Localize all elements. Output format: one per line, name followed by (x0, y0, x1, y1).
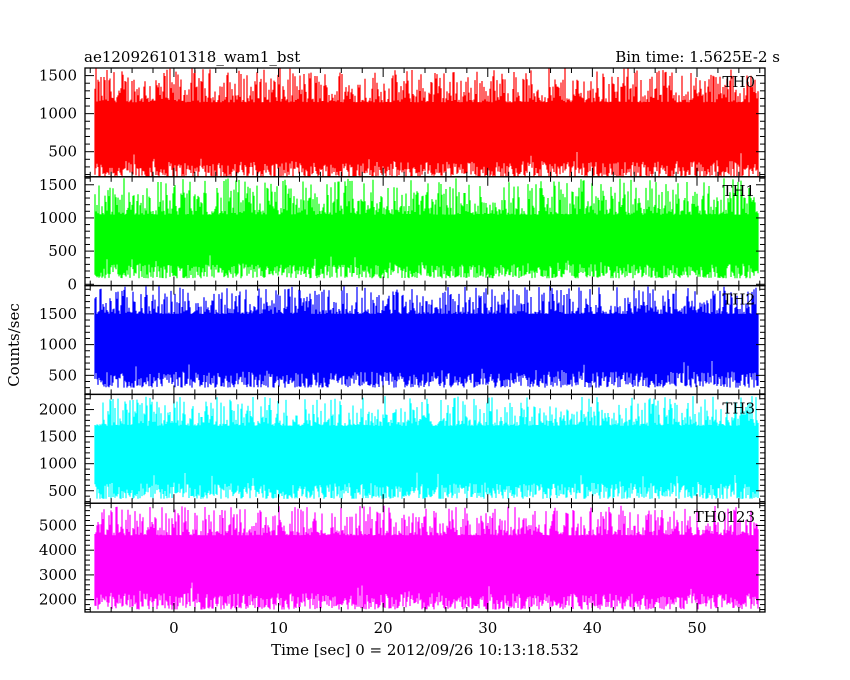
y-axis-label: Counts/sec (5, 303, 23, 387)
x-tick-label: 0 (169, 619, 179, 637)
y-tick-label: 500 (48, 242, 77, 260)
y-tick-label: 1000 (39, 105, 77, 123)
series-th1 (94, 178, 759, 279)
series-th2 (94, 286, 759, 388)
chart-title: ae120926101318_wam1_bst (84, 48, 300, 66)
y-tick-label: 1500 (39, 67, 77, 85)
series-th3 (94, 396, 759, 499)
x-tick-label: 20 (374, 619, 393, 637)
bin-time-label: Bin time: 1.5625E-2 s (615, 48, 780, 66)
x-tick-label: 10 (269, 619, 288, 637)
y-tick-label: 3000 (39, 566, 77, 584)
series-label-th0123: TH0123 (694, 508, 755, 526)
y-tick-label: 1500 (39, 305, 77, 323)
y-tick-label: 500 (48, 143, 77, 161)
series-th0 (94, 68, 759, 177)
x-axis-label: Time [sec] 0 = 2012/09/26 10:13:18.532 (271, 641, 579, 659)
x-tick-label: 40 (583, 619, 602, 637)
x-tick-label: 50 (687, 619, 706, 637)
panel-th0123: 2000 3000 4000 5000 TH0123 (39, 502, 766, 613)
y-tick-label: 2000 (39, 591, 77, 609)
y-tick-label: 1000 (39, 336, 77, 354)
series-label-th1: TH1 (722, 182, 755, 200)
y-tick-label: 1000 (39, 455, 77, 473)
y-tick-label: 4000 (39, 541, 77, 559)
y-tick-label: 1500 (39, 428, 77, 446)
y-tick-label: 500 (48, 482, 77, 500)
series-label-th3: TH3 (722, 399, 755, 417)
y-tick-label: 500 (48, 366, 77, 384)
series-label-th2: TH2 (722, 291, 755, 309)
x-tick-label: 30 (478, 619, 497, 637)
y-tick-label: 1500 (39, 176, 77, 194)
panel-th3: 500 1000 1500 2000 TH3 (39, 393, 766, 504)
panel-th0: 500 1000 1500 TH0 (39, 67, 766, 178)
series-th0123 (94, 505, 759, 610)
y-tick-label: 0 (67, 275, 77, 293)
series-label-th0: TH0 (722, 73, 755, 91)
y-tick-label: 1000 (39, 209, 77, 227)
panel-th1: 0 500 1000 1500 TH1 (39, 176, 766, 293)
y-tick-label: 2000 (39, 401, 77, 419)
panel-th2: 500 1000 1500 TH2 (39, 284, 766, 396)
y-tick-label: 5000 (39, 516, 77, 534)
